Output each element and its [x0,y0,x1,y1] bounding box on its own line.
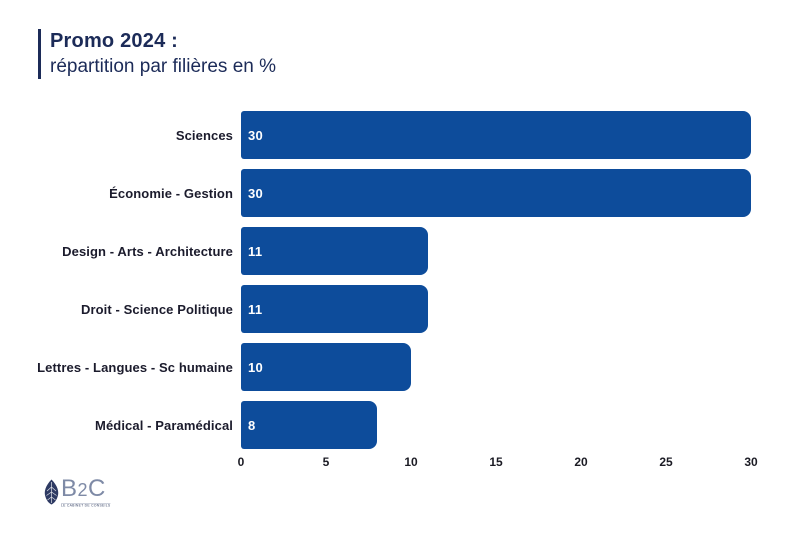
chart-title: Promo 2024 : [50,30,179,52]
x-axis-tick-label: 5 [322,455,330,469]
bar-value-label: 10 [248,359,264,375]
bar-value-label: 30 [248,127,264,143]
bar: 11 [241,285,428,333]
bar-plot-area: 30 [241,169,751,217]
x-axis-tick-label: 10 [404,455,418,469]
category-label: Design - Arts - Architecture [62,243,233,259]
leaf-icon [44,479,59,505]
bar-row: Médical - Paramédical 8 [0,401,800,449]
bar-row: Design - Arts - Architecture 11 [0,227,800,275]
category-label: Droit - Science Politique [80,301,233,317]
bar-plot-area: 11 [241,227,751,275]
logo-wordmark: B2C [61,475,106,502]
bar-value-label: 11 [248,243,263,259]
bar: 30 [241,169,751,217]
bar-row: Lettres - Langues - Sc humaine 10 [0,343,800,391]
bar: 30 [241,111,751,159]
bar-plot-area: 10 [241,343,751,391]
bar-row: Sciences 30 [0,111,800,159]
logo-tagline: LE CABINET DE CONSEILS [61,503,111,508]
category-label: Économie - Gestion [109,185,233,201]
title-block: Promo 2024 : répartition par filières en… [38,29,276,79]
b2c-logo: B2C LE CABINET DE CONSEILS [43,477,164,512]
bar-chart: Sciences 30 Économie - Gestion 30 Design… [0,111,800,459]
bar: 11 [241,227,428,275]
category-label: Sciences [175,127,233,143]
bar-row: Droit - Science Politique 11 [0,285,800,333]
bar-value-label: 30 [248,185,264,201]
bar-plot-area: 30 [241,111,751,159]
x-axis-tick-label: 0 [237,455,245,469]
bar-plot-area: 8 [241,401,751,449]
x-axis-tick-label: 15 [489,455,503,469]
x-axis-tick-label: 20 [574,455,588,469]
category-label: Lettres - Langues - Sc humaine [37,359,233,375]
bar-row: Économie - Gestion 30 [0,169,800,217]
x-axis-tick-label: 25 [659,455,673,469]
x-axis: 0 5 10 15 20 25 30 [237,455,758,471]
bar-value-label: 11 [248,301,263,317]
bar-plot-area: 11 [241,285,751,333]
x-axis-tick-label: 30 [744,455,758,469]
chart-subtitle: répartition par filières en % [50,56,276,77]
bar: 8 [241,401,377,449]
bar: 10 [241,343,411,391]
category-label: Médical - Paramédical [95,417,233,433]
bar-value-label: 8 [248,417,256,433]
title-accent-bar [38,29,41,79]
